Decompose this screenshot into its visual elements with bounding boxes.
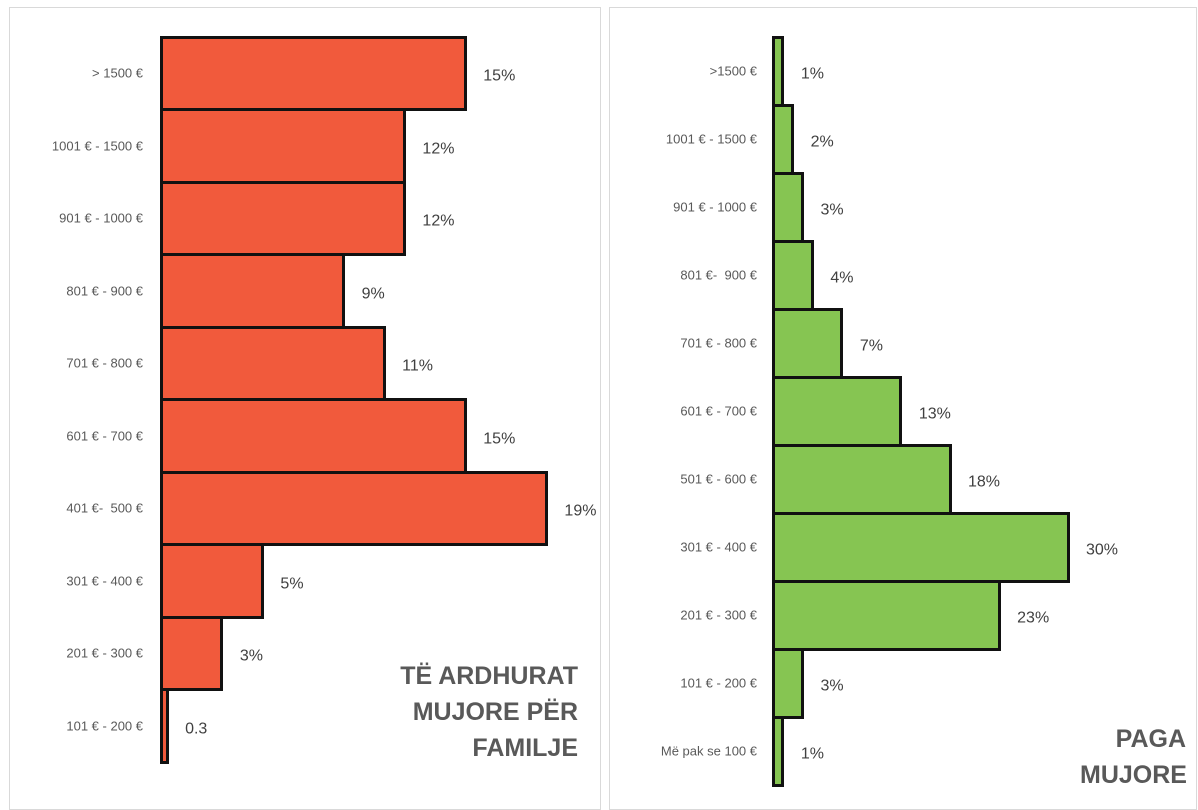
category-label: 101 € - 200 € bbox=[680, 675, 757, 691]
category-label: 501 € - 600 € bbox=[680, 471, 757, 487]
bar bbox=[159, 108, 406, 184]
value-label: 3% bbox=[820, 677, 844, 695]
category-label: 701 € - 800 € bbox=[680, 335, 757, 351]
category-label: 301 € - 400 € bbox=[66, 573, 143, 589]
value-label: 9% bbox=[361, 285, 385, 303]
bar bbox=[159, 688, 169, 764]
category-label: 901 € - 1000 € bbox=[59, 210, 143, 226]
category-label: 1001 € - 1500 € bbox=[665, 131, 757, 147]
bar bbox=[771, 579, 1001, 651]
category-label: > 1500 € bbox=[92, 65, 143, 81]
bar bbox=[771, 375, 903, 447]
bar bbox=[159, 398, 467, 474]
category-label: 901 € - 1000 € bbox=[673, 199, 757, 215]
bar bbox=[771, 307, 844, 379]
value-label: 5% bbox=[280, 575, 304, 593]
bar bbox=[771, 715, 785, 787]
chart-title: TË ARDHURAT MUJORE PËR FAMILJE bbox=[400, 662, 578, 762]
value-label: 12% bbox=[422, 140, 455, 158]
value-label: 19% bbox=[564, 502, 597, 520]
category-label: 1001 € - 1500 € bbox=[51, 138, 143, 154]
value-label: 2% bbox=[810, 133, 834, 151]
value-label: 1% bbox=[800, 745, 824, 763]
bar bbox=[771, 103, 795, 175]
bar bbox=[771, 35, 785, 107]
category-label: 201 € - 300 € bbox=[680, 607, 757, 623]
value-label: 15% bbox=[483, 430, 516, 448]
value-label: 12% bbox=[422, 212, 455, 230]
value-label: 23% bbox=[1017, 609, 1050, 627]
category-label: >1500 € bbox=[709, 63, 757, 79]
value-label: 3% bbox=[820, 201, 844, 219]
bar bbox=[771, 647, 804, 719]
bar bbox=[771, 239, 814, 311]
category-label: 601 € - 700 € bbox=[680, 403, 757, 419]
category-label: 701 € - 800 € bbox=[66, 355, 143, 371]
value-label: 15% bbox=[483, 67, 516, 85]
chart-title: PAGA MUJORE bbox=[1080, 725, 1187, 789]
bar bbox=[159, 615, 224, 691]
category-label: Më pak se 100 € bbox=[660, 743, 757, 759]
value-label: 11% bbox=[402, 357, 433, 375]
value-label: 3% bbox=[239, 647, 263, 665]
category-label: 301 € - 400 € bbox=[680, 539, 757, 555]
bar bbox=[159, 470, 548, 546]
bar bbox=[159, 35, 467, 111]
bar bbox=[159, 253, 346, 329]
bar bbox=[771, 171, 804, 243]
value-label: 13% bbox=[918, 405, 951, 423]
category-label: 101 € - 200 € bbox=[66, 718, 143, 734]
category-label: 201 € - 300 € bbox=[66, 645, 143, 661]
value-label: 18% bbox=[968, 473, 1001, 491]
value-label: 0.3 bbox=[185, 720, 208, 738]
category-label: 601 € - 700 € bbox=[66, 428, 143, 444]
value-label: 4% bbox=[830, 269, 854, 287]
bar bbox=[159, 180, 406, 256]
category-label: 801 €- 900 € bbox=[680, 267, 757, 283]
value-label: 1% bbox=[800, 65, 824, 83]
value-label: 7% bbox=[859, 337, 883, 355]
value-label: 30% bbox=[1086, 541, 1119, 559]
bar bbox=[771, 511, 1070, 583]
bar bbox=[159, 325, 386, 401]
category-label: 401 €- 500 € bbox=[66, 500, 143, 516]
bar bbox=[159, 543, 264, 619]
category-label: 801 € - 900 € bbox=[66, 283, 143, 299]
bar bbox=[771, 443, 952, 515]
